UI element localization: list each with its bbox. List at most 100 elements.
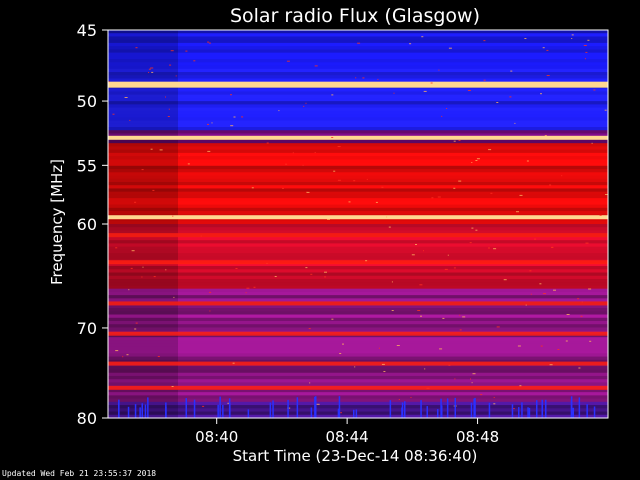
noise-speck: [476, 158, 480, 160]
spectrum-row: [108, 49, 608, 54]
emission-band: [108, 233, 608, 238]
noise-speck: [493, 397, 495, 398]
spectrum-row: [108, 288, 608, 293]
noise-speck: [142, 266, 144, 268]
noise-speck: [175, 75, 177, 77]
spectrum-row: [108, 104, 608, 109]
noise-speck: [230, 125, 234, 127]
low-frequency-spike: [437, 409, 439, 418]
emission-band: [108, 331, 608, 336]
noise-speck: [604, 109, 607, 111]
spectrum-row: [108, 78, 608, 83]
noise-speck: [580, 315, 583, 317]
noise-speck: [324, 276, 327, 278]
noise-speck: [148, 72, 150, 73]
y-axis-label: Frequency [MHz]: [48, 159, 66, 285]
spectrum-row: [108, 308, 608, 312]
noise-speck: [381, 363, 385, 365]
noise-speck: [342, 343, 344, 345]
y-tick-label: 60: [77, 215, 97, 234]
spectrum-row: [108, 262, 608, 267]
emission-band: [108, 260, 608, 265]
low-frequency-spike: [521, 402, 523, 418]
spectrum-row: [108, 36, 608, 41]
noise-speck: [557, 349, 560, 350]
noise-speck: [207, 150, 211, 152]
noise-speck: [187, 163, 190, 165]
noise-speck: [211, 122, 213, 124]
spectrum-row: [108, 75, 608, 80]
noise-speck: [453, 187, 456, 189]
noise-speck: [340, 412, 342, 414]
noise-speck: [426, 387, 430, 389]
spectrum-row: [108, 346, 608, 351]
noise-speck: [471, 382, 473, 384]
noise-speck: [469, 242, 472, 244]
noise-speck: [148, 68, 151, 70]
low-frequency-spike: [222, 404, 224, 418]
noise-speck: [471, 227, 474, 229]
noise-speck: [135, 322, 138, 324]
noise-speck: [480, 394, 483, 396]
noise-speck: [599, 214, 602, 216]
noise-speck: [130, 267, 133, 269]
spectrum-row: [108, 211, 608, 215]
low-frequency-spike: [315, 396, 317, 418]
spectrum-row: [108, 253, 608, 257]
noise-speck: [122, 356, 124, 358]
noise-speck: [159, 149, 163, 151]
spectrum-row: [108, 52, 608, 57]
spectrum-row: [108, 278, 608, 283]
spectrum-row: [108, 388, 608, 393]
noise-speck: [128, 289, 130, 291]
noise-speck: [510, 70, 513, 72]
noise-speck: [150, 148, 153, 150]
noise-speck: [278, 110, 280, 112]
noise-speck: [411, 254, 415, 256]
spectrum-row: [108, 395, 608, 400]
noise-speck: [493, 248, 497, 250]
y-tick-label: 45: [77, 21, 97, 40]
noise-speck: [475, 160, 478, 161]
noise-speck: [493, 403, 496, 405]
low-frequency-spike: [593, 406, 596, 418]
spectrum-row: [108, 375, 608, 380]
noise-speck: [362, 77, 365, 79]
spectrum-row: [108, 94, 608, 99]
low-frequency-spike: [441, 405, 443, 418]
noise-speck: [444, 268, 448, 270]
low-frequency-spike: [217, 404, 219, 418]
noise-speck: [193, 60, 196, 62]
noise-speck: [331, 94, 334, 96]
noise-speck: [530, 293, 532, 295]
spectrum-row: [108, 311, 608, 316]
noise-speck: [207, 123, 209, 125]
noise-speck: [503, 279, 507, 281]
noise-speck: [396, 345, 400, 346]
noise-speck: [544, 135, 547, 136]
noise-speck: [314, 152, 316, 153]
noise-speck: [431, 197, 434, 199]
spectrum-row: [108, 114, 608, 118]
noise-speck: [292, 152, 294, 154]
noise-speck: [129, 119, 131, 121]
spectrum-row: [108, 217, 608, 222]
low-frequency-spike: [185, 398, 187, 418]
low-frequency-spike: [570, 396, 573, 418]
spectrum-row: [108, 46, 608, 50]
low-frequency-spike: [229, 402, 231, 418]
spectrum-row: [108, 246, 608, 251]
spectrum-row: [108, 188, 608, 193]
y-axis-ticks: 45 50 55 60 70 80: [77, 21, 108, 428]
noise-speck: [439, 348, 443, 350]
noise-speck: [471, 162, 473, 163]
spectrum-row: [108, 298, 608, 303]
spectrum-row: [108, 156, 608, 160]
noise-speck: [419, 284, 423, 286]
noise-speck: [170, 50, 174, 52]
spectrum-row: [108, 68, 608, 73]
noise-speck: [588, 288, 592, 290]
noise-speck: [470, 378, 471, 380]
noise-speck: [415, 244, 417, 245]
low-frequency-spike: [310, 407, 313, 418]
